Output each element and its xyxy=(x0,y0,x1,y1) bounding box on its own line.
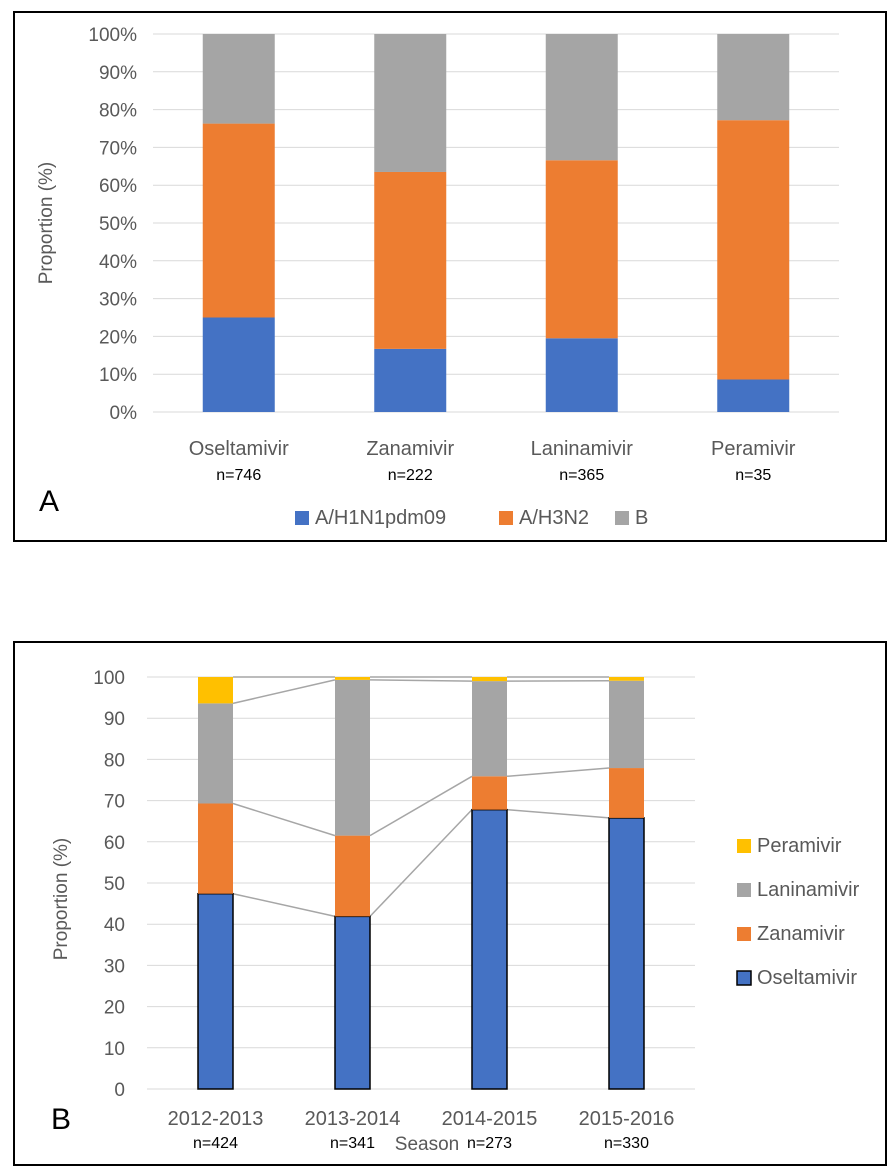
bar-segment xyxy=(202,317,275,412)
bar-segment xyxy=(374,34,447,172)
series-line xyxy=(232,679,336,705)
x-axis-label: Season xyxy=(395,1134,459,1155)
legend-swatch xyxy=(295,511,309,525)
bar-segment xyxy=(197,892,234,1090)
sample-size-label: n=273 xyxy=(467,1135,512,1152)
bar-segment xyxy=(545,160,618,339)
series-line xyxy=(506,767,610,778)
y-axis-label: Proportion (%) xyxy=(36,162,57,285)
y-tick-label: 90% xyxy=(99,63,137,84)
sample-size-label: n=35 xyxy=(735,467,771,484)
legend-label: A/H1N1pdm09 xyxy=(315,507,446,529)
bar-segment xyxy=(545,338,618,412)
legend-label: Oseltamivir xyxy=(757,967,857,989)
bar-segment xyxy=(609,680,644,769)
legend-swatch xyxy=(737,839,751,853)
legend-swatch xyxy=(737,927,751,941)
bar-segment xyxy=(202,123,275,318)
y-tick-label: 40% xyxy=(99,252,137,273)
legend-label: B xyxy=(635,507,648,529)
series-line xyxy=(232,802,336,837)
y-tick-label: 70% xyxy=(99,138,137,159)
y-tick-label: 10 xyxy=(104,1039,125,1060)
legend-swatch xyxy=(737,883,751,897)
bar-segment xyxy=(335,835,370,917)
bar-segment xyxy=(545,34,618,161)
panel-label-b: B xyxy=(51,1103,71,1136)
x-tick-label: Peramivir xyxy=(711,438,796,460)
x-tick-label: 2013-2014 xyxy=(305,1108,401,1130)
series-line xyxy=(369,679,473,682)
bar-segment xyxy=(472,677,507,682)
panel-b: 0 10 20 30 40 50 60 70 80 90 100 2012-2013 n=424 201… xyxy=(13,641,887,1166)
y-tick-label: 20% xyxy=(99,327,137,348)
legend-label: Peramivir xyxy=(757,835,842,857)
bar-segment xyxy=(717,379,790,412)
y-tick-label: 80 xyxy=(104,750,125,771)
y-axis-label: Proportion (%) xyxy=(51,838,72,961)
x-tick-label: 2012-2013 xyxy=(168,1108,264,1130)
bar-segment xyxy=(609,677,644,681)
chart-b: 0 10 20 30 40 50 60 70 80 90 100 2012-2013 n=424 201… xyxy=(51,668,860,1155)
bar-segment xyxy=(472,776,507,810)
legend-swatch xyxy=(736,970,752,986)
series-line xyxy=(232,892,336,918)
bar-segment xyxy=(334,915,371,1090)
bar-segment xyxy=(335,679,370,836)
y-tick-label: 30% xyxy=(99,290,137,311)
sample-size-label: n=746 xyxy=(216,467,261,484)
bar-segment xyxy=(374,348,447,412)
bar-segment xyxy=(374,171,447,349)
legend-label: Zanamivir xyxy=(757,923,845,945)
y-tick-label: 0% xyxy=(110,403,138,424)
y-tick-label: 50% xyxy=(99,214,137,235)
legend-swatch xyxy=(499,511,513,525)
bar-segment xyxy=(198,703,233,804)
y-tick-label: 50 xyxy=(104,874,125,895)
x-tick-label: 2015-2016 xyxy=(579,1108,675,1130)
y-tick-label: 10% xyxy=(99,365,137,386)
y-tick-label: 30 xyxy=(104,956,125,977)
y-tick-label: 60 xyxy=(104,833,125,854)
bar-segment xyxy=(335,677,370,680)
legend-label: A/H3N2 xyxy=(519,507,589,529)
sample-size-label: n=330 xyxy=(604,1135,649,1152)
x-tick-label: Zanamivir xyxy=(366,438,454,460)
y-tick-label: 100 xyxy=(93,668,125,689)
x-tick-label: Oseltamivir xyxy=(189,438,289,460)
y-tick-label: 100% xyxy=(88,25,137,46)
bar-segment xyxy=(472,681,507,777)
series-line xyxy=(369,775,473,837)
bar-segment xyxy=(609,768,644,818)
chart-a: 0% 10% 20% 30% 40% 50% 60% 70% 80% 90% 100% Oselta… xyxy=(36,25,839,529)
bar-segment xyxy=(198,677,233,704)
series-line xyxy=(369,809,473,917)
y-tick-label: 0 xyxy=(114,1080,125,1101)
y-tick-label: 70 xyxy=(104,792,125,813)
x-tick-label: Laninamivir xyxy=(531,438,634,460)
series-line xyxy=(506,808,610,819)
y-tick-label: 80% xyxy=(99,101,137,122)
bar-segment xyxy=(198,803,233,894)
sample-size-label: n=222 xyxy=(388,467,433,484)
y-tick-label: 40 xyxy=(104,915,125,936)
panel-label-a: A xyxy=(39,485,59,518)
y-tick-label: 20 xyxy=(104,998,125,1019)
sample-size-label: n=341 xyxy=(330,1135,375,1152)
x-tick-label: 2014-2015 xyxy=(442,1108,538,1130)
legend-label: Laninamivir xyxy=(757,879,860,901)
bar-segment xyxy=(608,817,645,1090)
legend-swatch xyxy=(615,511,629,525)
bar-segment xyxy=(717,120,790,380)
bar-segment xyxy=(717,34,790,121)
bar-segment xyxy=(471,808,508,1090)
y-tick-label: 60% xyxy=(99,176,137,197)
bar-segment xyxy=(202,34,275,124)
panel-a: 0% 10% 20% 30% 40% 50% 60% 70% 80% 90% 100% Oselta… xyxy=(13,11,887,542)
sample-size-label: n=365 xyxy=(559,467,604,484)
y-tick-label: 90 xyxy=(104,709,125,730)
sample-size-label: n=424 xyxy=(193,1135,238,1152)
